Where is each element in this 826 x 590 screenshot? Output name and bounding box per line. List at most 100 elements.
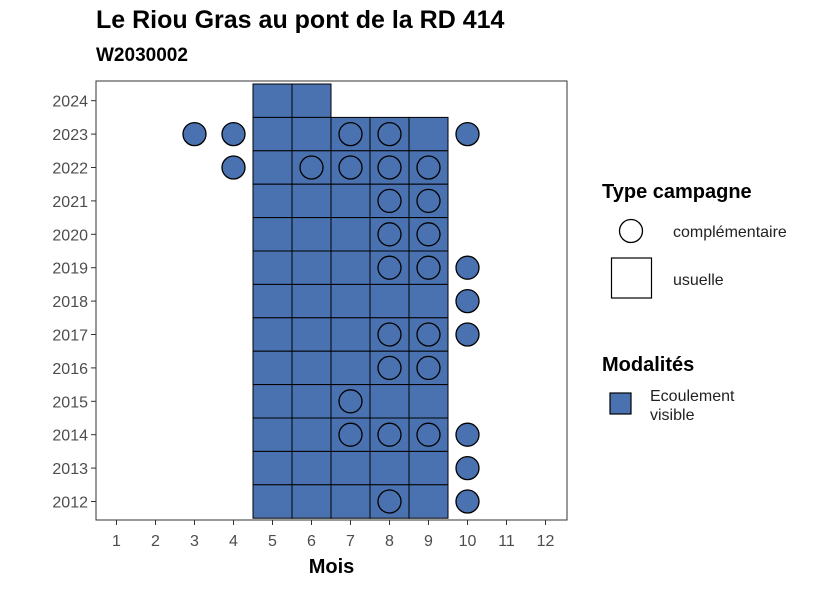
- y-tick-label-2018: 2018: [52, 294, 88, 311]
- tile-2012-7: [330, 484, 371, 519]
- x-tick-label-10: 10: [459, 533, 477, 550]
- legend-modalites-title: Modalités: [602, 354, 694, 376]
- point-2021-8: [377, 188, 402, 214]
- point-2012-8: [377, 489, 402, 514]
- tile-2013-7: [330, 450, 371, 486]
- x-tick-label-4: 4: [229, 533, 238, 550]
- tile-2019-5: [252, 250, 293, 285]
- point-2023-8: [377, 121, 402, 147]
- tile-2012-9: [408, 484, 449, 519]
- x-tick-label-8: 8: [385, 533, 394, 550]
- tile-2015-6: [291, 384, 332, 419]
- point-2017-9: [416, 322, 441, 347]
- legend-modalite-label-line-1: Ecoulement: [650, 388, 735, 405]
- tile-2020-7: [330, 217, 371, 252]
- x-tick-label-5: 5: [268, 533, 277, 550]
- tile-2014-6: [291, 417, 332, 452]
- point-2015-7: [338, 389, 363, 414]
- tile-2016-6: [291, 350, 332, 386]
- point-2020-8: [377, 222, 402, 247]
- point-2014-8: [377, 422, 402, 447]
- point-2022-7: [338, 155, 363, 180]
- x-tick-label-2: 2: [151, 533, 160, 550]
- chart-subtitle: W2030002: [96, 45, 188, 66]
- tile-2013-9: [408, 450, 449, 486]
- tile-2023-5: [252, 116, 293, 152]
- y-tick-label-2019: 2019: [52, 261, 88, 278]
- tile-2018-6: [291, 283, 332, 319]
- tile-2020-5: [252, 217, 293, 252]
- point-2016-9: [416, 355, 441, 381]
- tile-2023-9: [408, 116, 449, 152]
- y-tick-label-2012: 2012: [52, 495, 88, 512]
- point-2018-10: [455, 288, 480, 314]
- legend-square-key: [610, 257, 653, 299]
- x-tick-label-7: 7: [346, 533, 355, 550]
- legend-modalite-key: [609, 392, 632, 415]
- tile-2020-6: [291, 217, 332, 252]
- tile-2013-5: [252, 450, 293, 486]
- x-tick-label-1: 1: [112, 533, 121, 550]
- legend-circle-key: [618, 218, 644, 244]
- tile-2018-5: [252, 283, 293, 319]
- point-2013-10: [455, 455, 480, 481]
- point-2017-8: [377, 322, 402, 347]
- y-tick-label-2022: 2022: [52, 161, 88, 178]
- point-2017-10: [455, 322, 480, 347]
- y-tick-label-2024: 2024: [52, 94, 88, 111]
- tile-2016-7: [330, 350, 371, 386]
- tile-2014-5: [252, 417, 293, 452]
- y-tick-label-2023: 2023: [52, 127, 88, 144]
- tile-2013-6: [291, 450, 332, 486]
- point-2019-9: [416, 255, 441, 280]
- x-tick-label-9: 9: [424, 533, 433, 550]
- tile-2018-9: [408, 283, 449, 319]
- point-2023-3: [182, 121, 207, 147]
- point-2022-4: [221, 155, 246, 180]
- tile-2017-5: [252, 317, 293, 352]
- point-2022-6: [299, 155, 324, 180]
- x-tick-label-3: 3: [190, 533, 199, 550]
- tile-2021-7: [330, 183, 371, 219]
- point-2014-7: [338, 422, 363, 447]
- x-axis-label: Mois: [309, 556, 355, 578]
- x-tick-label-12: 12: [537, 533, 555, 550]
- point-2012-10: [455, 489, 480, 514]
- point-2023-7: [338, 121, 363, 147]
- point-2023-10: [455, 121, 480, 147]
- tile-2023-6: [291, 116, 332, 152]
- legend-circle-label: complémentaire: [673, 224, 787, 241]
- tile-2018-7: [330, 283, 371, 319]
- y-tick-label-2013: 2013: [52, 461, 88, 478]
- y-tick-label-2017: 2017: [52, 328, 88, 345]
- tile-2019-6: [291, 250, 332, 285]
- tile-2024-6: [291, 83, 332, 118]
- y-tick-label-2020: 2020: [52, 227, 88, 244]
- tile-2021-5: [252, 183, 293, 219]
- tile-2018-8: [369, 283, 410, 319]
- tile-2017-7: [330, 317, 371, 352]
- y-tick-label-2021: 2021: [52, 194, 88, 211]
- y-tick-label-2014: 2014: [52, 428, 88, 445]
- point-2021-9: [416, 188, 441, 214]
- point-2023-4: [221, 121, 246, 147]
- tile-2024-5: [252, 83, 293, 118]
- point-2014-10: [455, 422, 480, 447]
- x-tick-label-11: 11: [498, 533, 515, 550]
- point-2020-9: [416, 222, 441, 247]
- point-2016-8: [377, 355, 402, 381]
- legend-type-title: Type campagne: [602, 181, 752, 203]
- tile-2017-6: [291, 317, 332, 352]
- tile-2015-5: [252, 384, 293, 419]
- chart-title: Le Riou Gras au pont de la RD 414: [96, 6, 505, 34]
- y-tick-label-2015: 2015: [52, 394, 88, 411]
- point-2022-8: [377, 155, 402, 180]
- tile-2019-7: [330, 250, 371, 285]
- tile-2013-8: [369, 450, 410, 486]
- tile-2012-6: [291, 484, 332, 519]
- point-2019-10: [455, 255, 480, 280]
- point-2022-9: [416, 155, 441, 180]
- legend-modalite-label-line-2: visible: [650, 407, 695, 424]
- point-2014-9: [416, 422, 441, 447]
